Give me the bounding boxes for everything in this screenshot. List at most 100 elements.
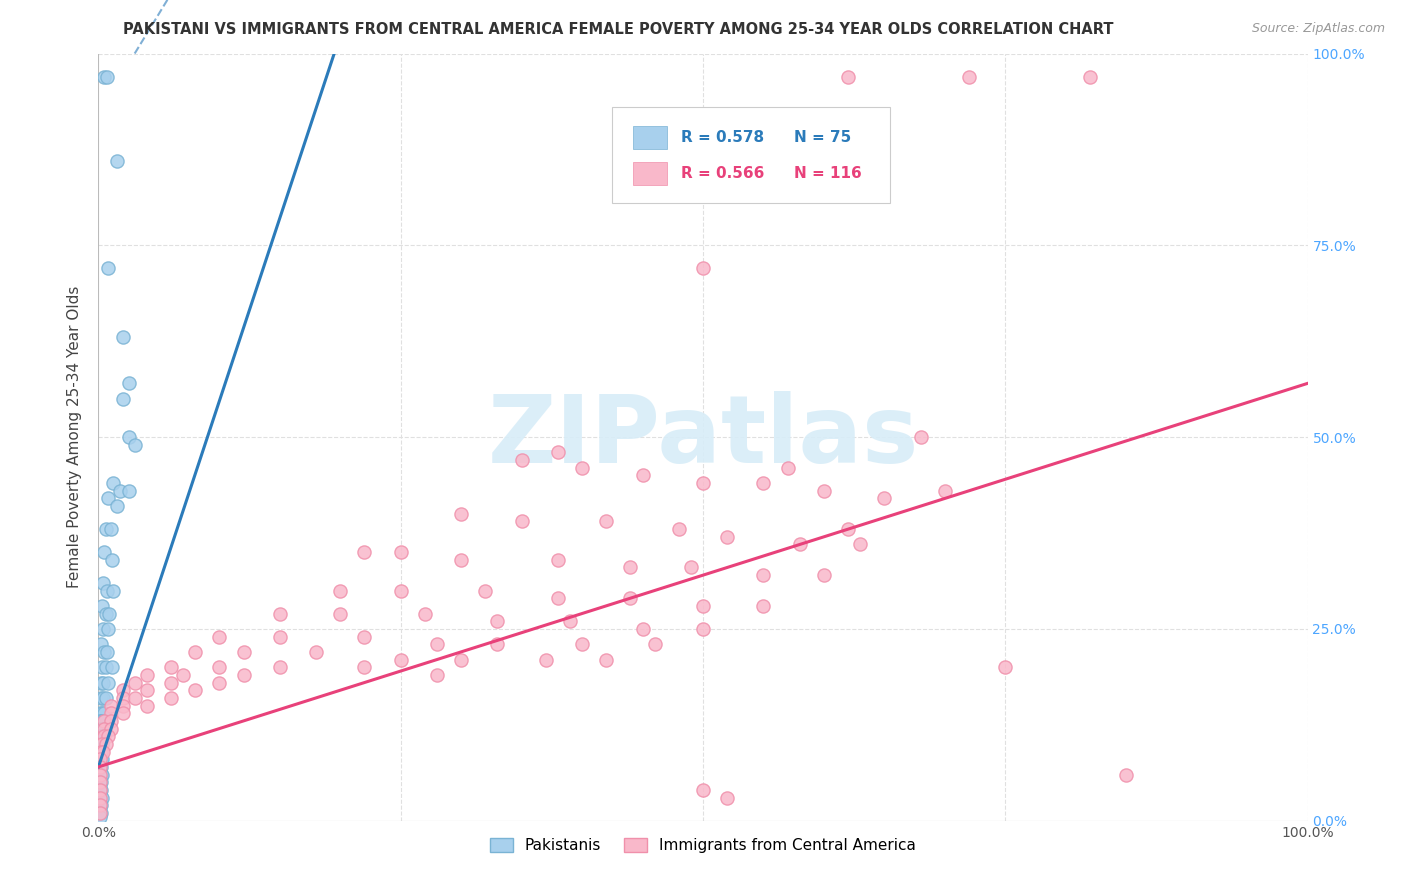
- Point: [98, 607, 121, 621]
- Point: [329, 607, 352, 621]
- Point: [97, 622, 120, 636]
- Point: [450, 553, 472, 567]
- Point: [105, 153, 128, 168]
- Point: [716, 790, 738, 805]
- Point: [90, 752, 112, 766]
- Point: [789, 537, 811, 551]
- Text: N = 116: N = 116: [793, 167, 862, 181]
- Point: [89, 760, 111, 774]
- Point: [91, 767, 114, 781]
- Point: [89, 760, 111, 774]
- Point: [100, 660, 122, 674]
- Point: [90, 690, 112, 705]
- FancyBboxPatch shape: [633, 162, 666, 186]
- Point: [89, 729, 111, 743]
- Point: [135, 668, 157, 682]
- Point: [389, 545, 412, 559]
- Text: ZIPatlas: ZIPatlas: [488, 391, 918, 483]
- Point: [849, 537, 872, 551]
- Point: [89, 775, 111, 789]
- Point: [595, 515, 617, 529]
- Point: [97, 491, 120, 506]
- Point: [934, 483, 956, 498]
- Point: [90, 729, 112, 743]
- Point: [89, 805, 111, 820]
- Point: [93, 645, 115, 659]
- Point: [90, 775, 112, 789]
- Point: [619, 591, 641, 606]
- Point: [118, 483, 141, 498]
- Legend: Pakistanis, Immigrants from Central America: Pakistanis, Immigrants from Central Amer…: [484, 831, 922, 859]
- Point: [100, 698, 122, 713]
- Point: [111, 683, 134, 698]
- Point: [91, 675, 114, 690]
- Point: [1078, 70, 1101, 84]
- Point: [353, 660, 375, 674]
- FancyBboxPatch shape: [613, 107, 890, 203]
- Point: [89, 775, 111, 789]
- Point: [91, 660, 114, 674]
- Point: [89, 805, 111, 820]
- Point: [184, 683, 207, 698]
- Point: [837, 522, 859, 536]
- Point: [619, 560, 641, 574]
- Point: [90, 675, 112, 690]
- Point: [105, 499, 128, 513]
- Point: [94, 690, 117, 705]
- Point: [94, 737, 117, 751]
- Point: [232, 668, 254, 682]
- Point: [510, 515, 533, 529]
- Point: [91, 752, 114, 766]
- Point: [450, 652, 472, 666]
- Point: [595, 652, 617, 666]
- Point: [118, 430, 141, 444]
- Point: [486, 637, 509, 651]
- Point: [571, 637, 593, 651]
- Point: [558, 614, 581, 628]
- Point: [91, 737, 114, 751]
- Point: [329, 583, 352, 598]
- Point: [91, 714, 114, 728]
- Point: [89, 790, 111, 805]
- Point: [100, 722, 122, 736]
- Point: [910, 430, 932, 444]
- Point: [353, 545, 375, 559]
- Point: [89, 810, 111, 824]
- Point: [1115, 767, 1137, 781]
- Point: [89, 798, 111, 813]
- Point: [91, 729, 114, 743]
- Point: [118, 376, 141, 391]
- Point: [91, 737, 114, 751]
- Point: [692, 476, 714, 491]
- Point: [837, 70, 859, 84]
- Point: [208, 660, 231, 674]
- Point: [172, 668, 194, 682]
- Point: [692, 783, 714, 797]
- Point: [692, 599, 714, 613]
- Point: [89, 767, 111, 781]
- Point: [90, 760, 112, 774]
- Point: [101, 583, 124, 598]
- Point: [93, 706, 115, 721]
- Point: [91, 575, 114, 590]
- Point: [91, 690, 114, 705]
- Point: [534, 652, 557, 666]
- Point: [547, 553, 569, 567]
- Point: [486, 614, 509, 628]
- Point: [111, 706, 134, 721]
- Point: [547, 591, 569, 606]
- Point: [305, 645, 328, 659]
- Point: [232, 645, 254, 659]
- Y-axis label: Female Poverty Among 25-34 Year Olds: Female Poverty Among 25-34 Year Olds: [67, 286, 83, 588]
- Point: [873, 491, 896, 506]
- Point: [679, 560, 702, 574]
- Point: [108, 483, 131, 498]
- Text: N = 75: N = 75: [793, 129, 851, 145]
- Point: [91, 622, 114, 636]
- Point: [389, 652, 412, 666]
- Point: [90, 637, 112, 651]
- Point: [89, 767, 111, 781]
- Point: [100, 706, 122, 721]
- Point: [692, 261, 714, 276]
- Point: [89, 783, 111, 797]
